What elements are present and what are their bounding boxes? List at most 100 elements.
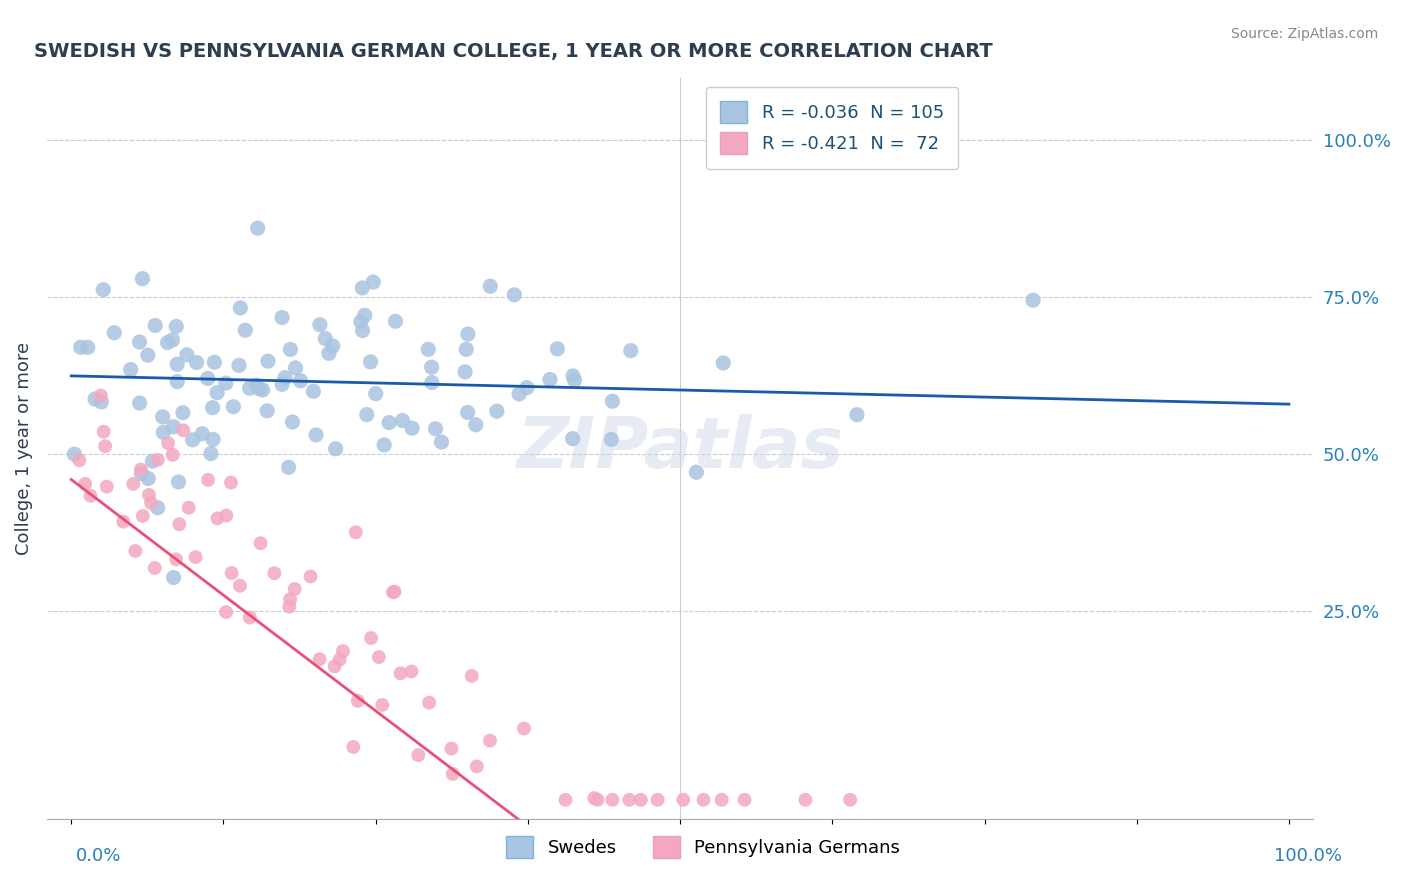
Point — [143, 561, 166, 575]
Point — [418, 696, 440, 710]
Point — [461, 669, 484, 683]
Point — [239, 381, 262, 395]
Point — [157, 436, 180, 450]
Point — [131, 271, 153, 285]
Point — [561, 432, 583, 446]
Point — [197, 371, 219, 385]
Point — [246, 221, 269, 235]
Point — [342, 739, 364, 754]
Point — [309, 318, 332, 332]
Point — [329, 653, 352, 667]
Point — [221, 566, 243, 580]
Point — [69, 340, 91, 354]
Point — [308, 652, 330, 666]
Point — [384, 314, 406, 328]
Point — [181, 433, 204, 447]
Point — [143, 318, 166, 333]
Point — [485, 404, 508, 418]
Point — [201, 401, 224, 415]
Point — [389, 666, 412, 681]
Text: SWEDISH VS PENNSYLVANIA GERMAN COLLEGE, 1 YEAR OR MORE CORRELATION CHART: SWEDISH VS PENNSYLVANIA GERMAN COLLEGE, … — [34, 42, 993, 61]
Point — [233, 323, 256, 337]
Point — [205, 385, 228, 400]
Point — [418, 343, 440, 357]
Point — [162, 333, 184, 347]
Point — [184, 550, 207, 565]
Point — [222, 400, 245, 414]
Point — [93, 425, 115, 439]
Point — [247, 382, 270, 396]
Point — [600, 433, 623, 447]
Point — [373, 438, 395, 452]
Point — [344, 525, 367, 540]
Point — [124, 544, 146, 558]
Point — [464, 417, 486, 432]
Point — [271, 310, 294, 325]
Point — [207, 511, 229, 525]
Point — [299, 569, 322, 583]
Point — [692, 793, 714, 807]
Point — [215, 508, 238, 523]
Point — [440, 741, 463, 756]
Point — [361, 275, 384, 289]
Point — [76, 340, 98, 354]
Point — [162, 419, 184, 434]
Point — [391, 413, 413, 427]
Point — [352, 281, 374, 295]
Point — [381, 585, 404, 599]
Point — [166, 357, 188, 371]
Point — [314, 331, 336, 345]
Text: ZIPatlas: ZIPatlas — [516, 414, 844, 483]
Point — [281, 415, 304, 429]
Point — [408, 748, 430, 763]
Point — [122, 477, 145, 491]
Text: 100.0%: 100.0% — [1274, 847, 1341, 865]
Point — [84, 392, 107, 406]
Y-axis label: College, 1 year or more: College, 1 year or more — [15, 342, 32, 555]
Point — [325, 442, 347, 456]
Point — [619, 793, 641, 807]
Point — [602, 394, 624, 409]
Point — [131, 467, 153, 481]
Point — [583, 791, 606, 805]
Point — [132, 508, 155, 523]
Point — [120, 362, 142, 376]
Point — [177, 500, 200, 515]
Point — [384, 584, 406, 599]
Point — [271, 377, 294, 392]
Point — [277, 460, 299, 475]
Point — [290, 374, 312, 388]
Point — [371, 698, 394, 712]
Point — [172, 406, 194, 420]
Point — [152, 425, 174, 440]
Point — [263, 566, 285, 581]
Point — [191, 426, 214, 441]
Point — [152, 409, 174, 424]
Point — [564, 373, 586, 387]
Point — [323, 659, 346, 673]
Point — [202, 355, 225, 369]
Point — [562, 368, 585, 383]
Point — [538, 372, 561, 386]
Point — [284, 360, 307, 375]
Point — [711, 356, 734, 370]
Point — [229, 579, 252, 593]
Point — [112, 515, 135, 529]
Point — [586, 793, 609, 807]
Point — [165, 552, 187, 566]
Point — [228, 359, 250, 373]
Point — [1022, 293, 1045, 308]
Point — [647, 793, 669, 807]
Point — [257, 354, 280, 368]
Point — [278, 599, 301, 614]
Point — [318, 346, 340, 360]
Point — [162, 448, 184, 462]
Point — [136, 348, 159, 362]
Point — [305, 428, 328, 442]
Point — [146, 500, 169, 515]
Point — [516, 380, 538, 394]
Point — [360, 631, 382, 645]
Point — [274, 370, 297, 384]
Point — [360, 355, 382, 369]
Point — [479, 279, 502, 293]
